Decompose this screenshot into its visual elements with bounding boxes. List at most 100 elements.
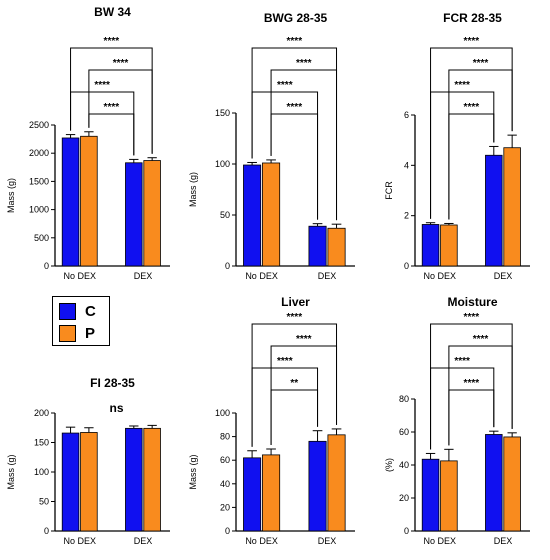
significance-label: **** [287,36,303,47]
y-axis-label: Mass (g) [6,178,16,213]
bar-c-no-dex [243,457,262,532]
significance-bracket [70,47,153,154]
y-tick-label: 6 [404,110,409,120]
significance-label: **** [287,102,303,113]
significance-label: **** [473,334,489,345]
y-tick-label: 0 [44,261,49,271]
y-tick-label: 1500 [29,176,49,186]
significance-label: **** [473,58,489,69]
bar-c-no-dex [61,137,80,267]
significance-label: **** [296,334,312,345]
chart-title: BW 34 [94,5,131,19]
bar-p-no-dex [80,135,98,267]
significance-bracket [270,389,319,445]
y-tick-label: 60 [399,427,409,437]
y-tick-label: 2000 [29,148,49,158]
y-tick-label: 100 [215,159,230,169]
bar-p-dex [327,434,346,532]
y-tick-label: 4 [404,160,409,170]
y-tick-label: 50 [220,210,230,220]
x-tick-label: No DEX [245,271,278,281]
legend-item-p: P [59,325,95,342]
significance-label: **** [113,58,129,69]
y-tick-label: 80 [220,432,230,442]
y-tick-label: 150 [215,108,230,118]
y-tick-label: 40 [399,460,409,470]
legend-swatch-c [59,303,76,320]
significance-label: **** [454,356,470,367]
bar-p-dex [503,436,521,532]
bar-p-no-dex [262,454,281,532]
y-tick-label: 150 [34,438,49,448]
y-axis-label: Mass (g) [188,172,198,207]
significance-bracket [430,323,513,450]
significance-label: **** [464,378,480,389]
y-tick-label: 40 [220,479,230,489]
significance-label: **** [464,312,480,323]
y-tick-label: 0 [404,261,409,271]
y-tick-label: 1000 [29,205,49,215]
x-tick-label: DEX [318,271,337,281]
x-tick-label: No DEX [245,536,278,546]
significance-label: **** [464,102,480,113]
y-tick-label: 2500 [29,120,49,130]
y-tick-label: 0 [225,526,230,536]
bar-p-no-dex [440,460,458,532]
chart-panel-1: BW 34 0 500 1000 1500 2000 2500 Mass (g) No DEX D… [6,5,170,281]
legend: C P [52,296,110,346]
y-tick-label: 60 [220,455,230,465]
significance-label: **** [104,102,120,113]
y-axis-label: (%) [384,458,394,472]
x-tick-label: DEX [318,536,337,546]
significance-label: **** [104,36,120,47]
chart-title: Moisture [447,295,497,309]
y-tick-label: 100 [34,467,49,477]
bar-p-no-dex [262,162,281,267]
significance-label: **** [287,312,303,323]
x-tick-label: No DEX [63,536,96,546]
bar-p-no-dex [440,224,458,267]
significance-bracket [251,367,319,447]
significance-label: **** [464,36,480,47]
bar-c-dex [308,440,327,532]
legend-swatch-p [59,325,76,342]
significance-label: **** [277,356,293,367]
y-tick-label: 200 [34,408,49,418]
bar-c-no-dex [61,432,80,532]
y-tick-label: 20 [399,493,409,503]
significance-label: **** [94,80,110,91]
x-tick-label: DEX [494,271,513,281]
x-tick-label: No DEX [63,271,96,281]
y-tick-label: 500 [34,233,49,243]
y-tick-label: 80 [399,394,409,404]
significance-label: ** [290,378,298,389]
bar-c-dex [485,434,503,532]
legend-label-p: P [85,325,96,342]
legend-label-c: C [85,303,96,320]
bar-c-no-dex [243,164,262,267]
chart-title: BWG 28-35 [264,11,328,25]
bar-c-no-dex [421,224,440,267]
y-axis-label: FCR [384,181,394,200]
significance-bracket [270,69,338,221]
y-tick-label: 0 [404,526,409,536]
chart-title: FCR 28-35 [443,11,502,25]
x-tick-label: No DEX [423,536,456,546]
bar-c-dex [308,225,327,267]
chart-panel-4: FI 28-35 0 50 100 150 200 Mass (g) No DEX DEX ns [6,376,170,546]
significance-label: **** [296,58,312,69]
bar-p-dex [143,160,161,267]
y-tick-label: 50 [39,497,49,507]
y-tick-label: 0 [44,526,49,536]
bar-p-dex [143,427,161,532]
significance-bracket [251,91,319,220]
x-tick-label: DEX [134,536,153,546]
x-tick-label: DEX [134,271,153,281]
significance-label: **** [277,80,293,91]
significance-bracket [251,47,338,221]
